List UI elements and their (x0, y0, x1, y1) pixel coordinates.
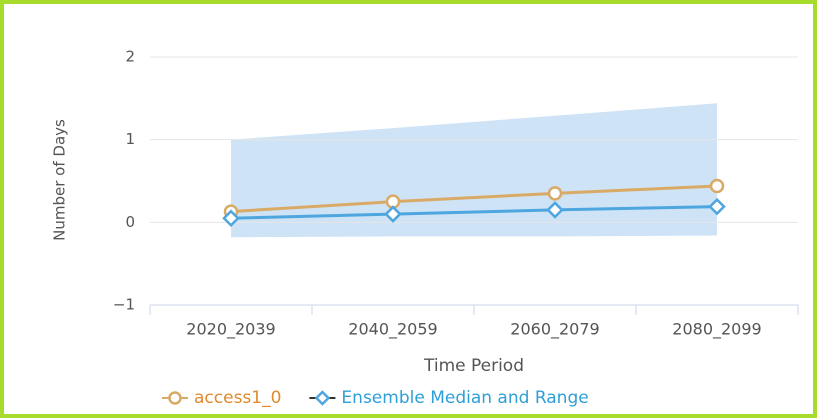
legend-marker (314, 390, 331, 406)
marker (222, 209, 240, 227)
marker (709, 178, 725, 194)
y-tick-label: 1 (125, 130, 135, 148)
legend-label: Ensemble Median and Range (341, 388, 588, 408)
x-axis-title: Time Period (423, 356, 524, 376)
series-line (230, 184, 718, 214)
marker (547, 186, 563, 201)
legend-marker (168, 391, 182, 405)
x-tick-label: 2080_2099 (672, 320, 761, 340)
marker (546, 201, 564, 219)
x-tick-label: 2060_2079 (510, 320, 599, 340)
y-tick-label: 2 (125, 48, 135, 66)
y-tick-label: −1 (113, 296, 135, 314)
series-line (230, 205, 718, 220)
legend-label: access1_0 (194, 388, 281, 408)
x-tick-label: 2020_2039 (186, 320, 275, 340)
y-tick-label: 0 (125, 213, 135, 231)
marker (708, 197, 726, 216)
x-tick-label: 2040_2059 (348, 320, 437, 340)
marker (384, 205, 402, 223)
y-axis-title: Number of Days (51, 119, 69, 241)
